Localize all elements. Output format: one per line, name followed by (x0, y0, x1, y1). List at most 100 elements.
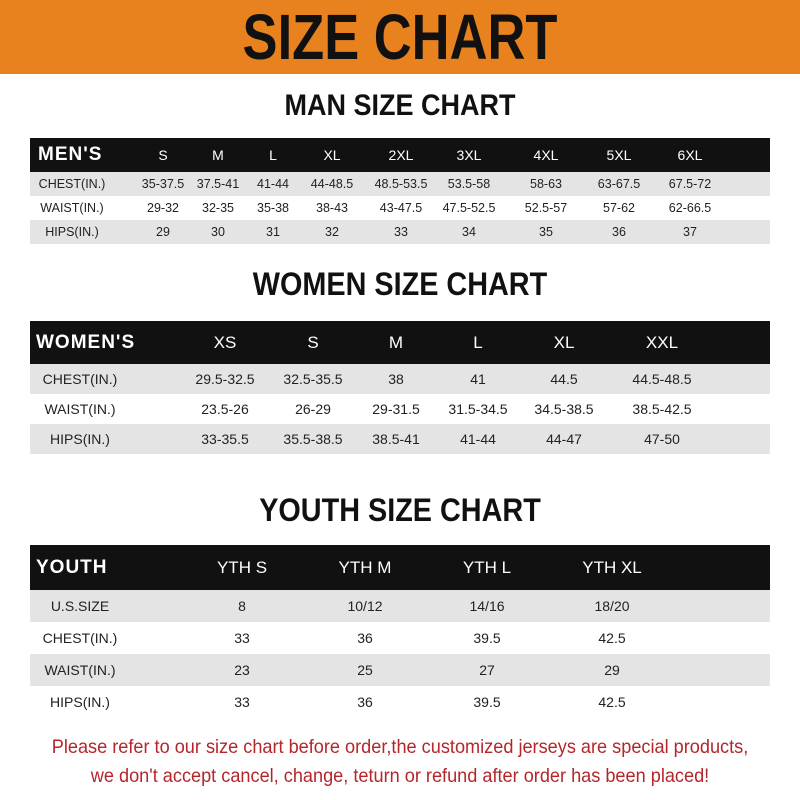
men-table-row: CHEST(IN.) 35-37.5 37.5-41 41-44 44-48.5 48.5… (30, 172, 770, 196)
men-size-header: 6XL (677, 147, 703, 163)
order-note: Please refer to our size chart before or… (28, 733, 772, 791)
youth-cell-value: 36 (357, 694, 373, 710)
women-title: WOMEN SIZE CHART (252, 266, 548, 302)
women-cell-value: 34.5-38.5 (534, 401, 594, 417)
men-cell-value: 37.5-41 (196, 177, 240, 191)
men-table-row: WAIST(IN.) 29-32 32-35 35-38 38-43 43-47.5 47.… (30, 196, 770, 220)
women-cell-value: 41 (470, 371, 486, 387)
youth-row-label: U.S.SIZE (50, 598, 110, 614)
women-row-label: WAIST(IN.) (44, 401, 116, 417)
men-cell-value: 29 (156, 225, 170, 239)
men-size-header: S (158, 147, 168, 163)
youth-row-label: WAIST(IN.) (44, 662, 116, 678)
men-row-label: CHEST(IN.) (38, 177, 106, 191)
women-size-header: XXL (645, 332, 679, 352)
youth-row-label: HIPS(IN.) (50, 694, 110, 710)
women-cell-value: 26-29 (295, 401, 331, 417)
women-row-label: CHEST(IN.) (42, 371, 118, 387)
banner: SIZE CHART (0, 0, 800, 74)
banner-title: SIZE CHART (242, 1, 558, 73)
women-cell-value: 31.5-34.5 (448, 401, 508, 417)
men-title: MAN SIZE CHART (284, 89, 516, 122)
men-cell-value: 43-47.5 (379, 201, 423, 215)
women-cell-value: 32.5-35.5 (283, 371, 343, 387)
youth-table-row: U.S.SIZE 8 10/12 14/16 18/20 (30, 590, 770, 622)
men-size-header: M (212, 147, 224, 163)
youth-size-header: YTH L (462, 557, 512, 577)
men-cell-value: 33 (394, 225, 408, 239)
women-cell-value: 41-44 (460, 431, 496, 447)
youth-table-row: HIPS(IN.) 33 36 39.5 42.5 (30, 686, 770, 718)
men-cell-value: 41-44 (257, 177, 289, 191)
men-cell-value: 32-35 (202, 201, 234, 215)
men-cell-value: 44-48.5 (310, 177, 354, 191)
women-size-header: XL (553, 332, 575, 352)
women-size-header: S (307, 332, 319, 352)
men-size-header: 5XL (606, 147, 632, 163)
youth-size-header: YTH XL (582, 557, 642, 577)
youth-cell-value: 25 (357, 662, 373, 678)
men-cell-value: 34 (462, 225, 476, 239)
men-row-label: HIPS(IN.) (45, 225, 99, 239)
youth-cell-value: 33 (234, 694, 250, 710)
men-size-header: 3XL (456, 147, 482, 163)
men-cell-value: 30 (211, 225, 225, 239)
women-size-header: M (388, 332, 404, 352)
youth-cell-value: 10/12 (347, 598, 383, 614)
women-row-label: HIPS(IN.) (50, 431, 110, 447)
men-size-header: 4XL (533, 147, 559, 163)
women-cell-value: 29.5-32.5 (195, 371, 255, 387)
women-cell-value: 38 (388, 371, 404, 387)
men-size-header: L (269, 147, 277, 163)
men-cell-value: 57-62 (603, 201, 635, 215)
youth-header-row: YOUTH YTH S YTH M YTH L YTH XL (30, 545, 770, 590)
men-cell-value: 35-38 (257, 201, 289, 215)
women-table-row: CHEST(IN.) 29.5-32.5 32.5-35.5 38 41 44.5 44.5… (30, 364, 770, 394)
men-cell-value: 58-63 (530, 177, 562, 191)
youth-cell-value: 8 (238, 598, 246, 614)
men-cell-value: 47.5-52.5 (442, 201, 496, 215)
note-line-1: Please refer to our size chart before or… (51, 736, 749, 758)
men-cell-value: 53.5-58 (447, 177, 491, 191)
youth-cell-value: 33 (234, 630, 250, 646)
men-cell-value: 31 (266, 225, 280, 239)
men-size-header: XL (323, 147, 341, 163)
men-size-header: 2XL (388, 147, 414, 163)
youth-size-header: YTH S (216, 557, 268, 577)
women-cell-value: 44.5-48.5 (632, 371, 692, 387)
men-cell-value: 38-43 (316, 201, 348, 215)
women-size-header: XS (213, 332, 237, 352)
men-cell-value: 35-37.5 (141, 177, 185, 191)
youth-cell-value: 29 (604, 662, 620, 678)
men-header-label: MEN'S (38, 144, 103, 165)
women-cell-value: 23.5-26 (201, 401, 249, 417)
men-cell-value: 48.5-53.5 (374, 177, 428, 191)
men-cell-value: 36 (612, 225, 626, 239)
youth-cell-value: 18/20 (594, 598, 630, 614)
youth-cell-value: 39.5 (473, 694, 501, 710)
youth-size-header: YTH M (338, 557, 392, 577)
men-cell-value: 62-66.5 (668, 201, 712, 215)
youth-cell-value: 14/16 (469, 598, 505, 614)
women-cell-value: 47-50 (644, 431, 680, 447)
women-cell-value: 35.5-38.5 (283, 431, 343, 447)
men-row-label: WAIST(IN.) (40, 201, 104, 215)
men-cell-value: 35 (539, 225, 553, 239)
men-table-row: HIPS(IN.) 29 30 31 32 33 34 35 36 37 (30, 220, 770, 244)
women-header-row: WOMEN'S XS S M L XL XXL (30, 321, 770, 364)
youth-header-label: YOUTH (36, 556, 108, 578)
women-cell-value: 29-31.5 (372, 401, 420, 417)
women-cell-value: 44.5 (550, 371, 578, 387)
men-cell-value: 29-32 (147, 201, 179, 215)
women-cell-value: 44-47 (546, 431, 582, 447)
women-cell-value: 33-35.5 (201, 431, 249, 447)
men-cell-value: 32 (325, 225, 339, 239)
women-cell-value: 38.5-41 (372, 431, 420, 447)
note-line-2: we don't accept cancel, change, teturn o… (90, 765, 710, 787)
men-cell-value: 37 (683, 225, 697, 239)
men-cell-value: 63-67.5 (597, 177, 641, 191)
youth-row-label: CHEST(IN.) (42, 630, 118, 646)
women-size-header: L (473, 332, 483, 352)
women-header-label: WOMEN'S (36, 331, 136, 353)
youth-cell-value: 27 (479, 662, 495, 678)
